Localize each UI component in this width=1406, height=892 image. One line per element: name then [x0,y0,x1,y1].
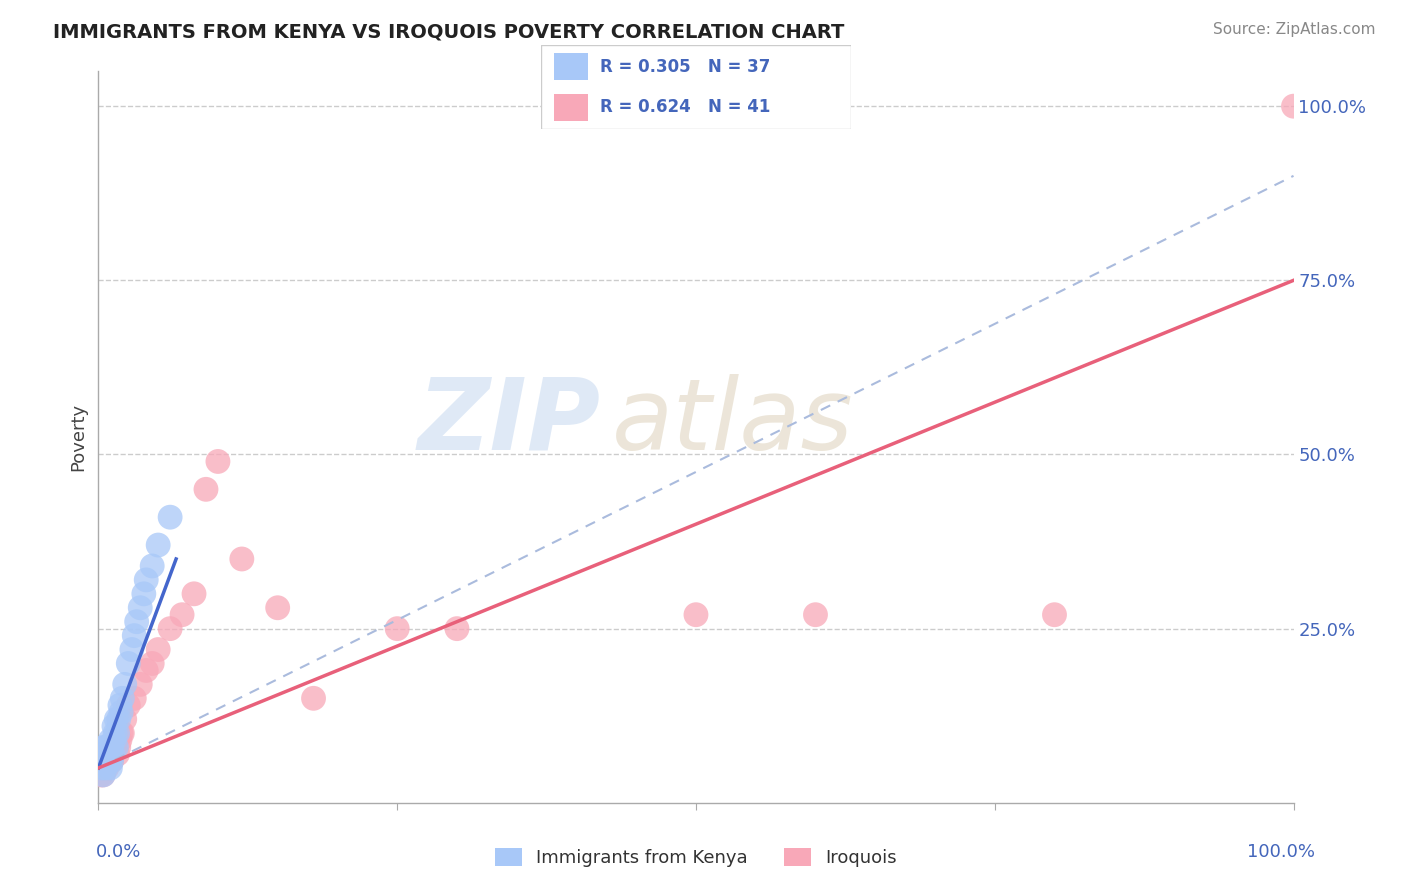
Point [267,600,290,615]
Point [105,733,128,747]
Point [172,607,194,622]
Point [91,761,114,775]
Point [91,768,114,782]
Point [105,740,128,755]
Point [98,754,121,768]
Point [98,747,122,761]
Point [159,510,181,524]
Point [107,740,129,755]
Point [98,733,122,747]
Point [94,747,117,761]
Point [100,754,122,768]
Point [135,573,157,587]
Point [129,600,152,615]
Point [124,629,146,643]
Point [231,552,253,566]
Point [107,747,129,761]
Point [96,740,118,755]
Point [100,740,122,755]
Point [104,726,127,740]
Point [93,754,115,768]
Point [183,587,205,601]
Point [98,761,122,775]
Point [110,705,132,719]
Point [97,747,120,761]
Point [117,657,139,671]
Point [114,677,136,691]
Point [446,622,468,636]
Point [195,483,218,497]
Point [98,747,122,761]
Point [101,747,124,761]
Point [93,761,115,775]
Point [114,712,136,726]
Point [111,691,134,706]
Text: R = 0.305   N = 37: R = 0.305 N = 37 [600,58,770,76]
Point [107,726,129,740]
Point [385,622,409,636]
Bar [554,54,588,80]
Point [108,733,131,747]
Point [103,733,125,747]
Point [207,454,229,468]
Point [111,726,134,740]
Point [91,768,114,782]
Text: IMMIGRANTS FROM KENYA VS IROQUOIS POVERTY CORRELATION CHART: IMMIGRANTS FROM KENYA VS IROQUOIS POVERT… [53,22,845,41]
FancyBboxPatch shape [541,45,851,129]
Point [148,642,170,657]
Point [132,587,155,601]
Point [159,622,181,636]
Point [94,754,117,768]
Point [121,642,143,657]
Text: Source: ZipAtlas.com: Source: ZipAtlas.com [1212,22,1375,37]
Text: 0.0%: 0.0% [96,843,141,861]
Point [90,768,112,782]
Text: 100.0%: 100.0% [1247,843,1315,861]
Text: ZIP: ZIP [418,374,600,471]
Point [1043,607,1066,622]
Y-axis label: Poverty: Poverty [69,403,87,471]
Point [96,761,118,775]
Point [104,740,127,755]
Bar [554,94,588,120]
Point [103,719,125,733]
Point [97,747,120,761]
Point [141,558,163,573]
Point [117,698,139,713]
Point [110,726,132,740]
Point [124,691,146,706]
Point [302,691,325,706]
Point [93,740,115,755]
Point [105,712,128,726]
Point [108,698,131,713]
Text: R = 0.624   N = 41: R = 0.624 N = 41 [600,98,770,116]
Point [125,615,148,629]
Point [129,677,152,691]
Point [100,754,122,768]
Text: atlas: atlas [613,374,853,471]
Point [98,754,121,768]
Point [141,657,163,671]
Point [94,761,117,775]
Point [135,664,157,678]
Point [93,754,115,768]
Point [804,607,827,622]
Point [91,761,114,775]
Point [107,712,129,726]
Point [685,607,707,622]
Point [101,747,124,761]
Point [148,538,170,552]
Point [96,754,118,768]
Point [103,740,125,755]
Point [1282,99,1305,113]
Legend: Immigrants from Kenya, Iroquois: Immigrants from Kenya, Iroquois [488,840,904,874]
